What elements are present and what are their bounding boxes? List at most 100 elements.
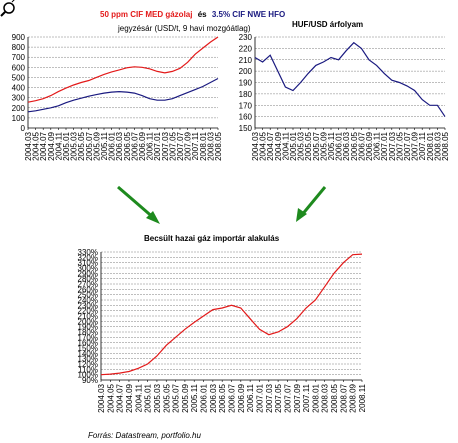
y-tick-label: 190%	[78, 323, 98, 332]
chart-huf-usd: 1501601701801902002102202302004.032004.0…	[239, 33, 450, 161]
x-tick-label: 2007.01	[380, 131, 389, 160]
x-tick-label: 2006.07	[357, 131, 366, 160]
x-tick-label: 2005.11	[190, 383, 199, 412]
series-line-1	[27, 77, 219, 113]
x-tick-label: 2004.05	[106, 383, 115, 412]
chart1-title-blue: 3.5% CIF NWE HFO	[212, 10, 285, 19]
x-tick-label: 2008.05	[330, 383, 339, 412]
y-tick-label: 0	[21, 124, 26, 133]
x-tick-label: 2007.11	[418, 131, 427, 160]
x-tick-label: 2005.07	[172, 383, 181, 412]
y-tick-label: 260%	[78, 285, 98, 294]
y-tick-label: 140%	[78, 349, 98, 358]
x-tick-label: 2005.05	[304, 131, 313, 160]
x-tick-label: 2008.03	[433, 131, 442, 160]
x-tick-label: 2005.09	[92, 131, 101, 160]
x-tick-label: 2005.03	[153, 383, 162, 412]
y-tick-label: 170%	[78, 333, 98, 342]
y-tick-label: 270%	[78, 280, 98, 289]
y-tick-label: 220%	[78, 307, 98, 316]
x-tick-label: 2005.01	[289, 131, 298, 160]
x-tick-label: 2006.09	[138, 131, 147, 160]
chart1-title-red: 50 ppm CIF MED gázolaj	[100, 10, 192, 19]
y-tick-label: 170	[239, 101, 253, 110]
y-tick-label: 130%	[78, 355, 98, 364]
x-tick-label: 2007.09	[411, 131, 420, 160]
x-tick-label: 2007.07	[176, 131, 185, 160]
y-tick-label: 210	[239, 56, 253, 65]
x-tick-label: 2004.09	[274, 131, 283, 160]
y-tick-label: 180	[239, 90, 253, 99]
chart1-title: 50 ppm CIF MED gázolaj és 3.5% CIF NWE H…	[100, 10, 285, 19]
x-tick-label: 2005.09	[319, 131, 328, 160]
x-tick-label: 2004.07	[116, 383, 125, 412]
y-tick-label: 250%	[78, 291, 98, 300]
x-tick-label: 2008.01	[311, 383, 320, 412]
x-tick-label: 2005.03	[297, 131, 306, 160]
x-tick-label: 2004.07	[39, 131, 48, 160]
x-tick-label: 2008.01	[199, 131, 208, 160]
x-tick-label: 2006.03	[209, 383, 218, 412]
y-tick-label: 160%	[78, 339, 98, 348]
x-tick-label: 2006.11	[246, 383, 255, 412]
x-tick-label: 2007.07	[403, 131, 412, 160]
x-tick-label: 2004.09	[47, 131, 56, 160]
x-tick-label: 2006.05	[218, 383, 227, 412]
x-tick-label: 2007.09	[293, 383, 302, 412]
chart1-subtitle: jegyzésár (USD/t, 9 havi mozgóátlag)	[117, 24, 251, 33]
series-line-0	[100, 253, 363, 376]
x-tick-label: 2007.01	[153, 131, 162, 160]
x-tick-label: 2007.03	[161, 131, 170, 160]
x-tick-label: 2005.05	[162, 383, 171, 412]
x-tick-label: 2008.03	[321, 383, 330, 412]
x-tick-label: 2005.07	[312, 131, 321, 160]
x-tick-label: 2006.05	[123, 131, 132, 160]
y-tick-label: 120%	[78, 360, 98, 369]
y-tick-label: 280%	[78, 275, 98, 284]
y-tick-label: 200	[12, 104, 26, 113]
chart3-title: Becsült hazai gáz importár alakulás	[144, 234, 280, 243]
arrow-left	[117, 185, 160, 224]
x-tick-label: 2004.05	[32, 131, 41, 160]
y-tick-label: 290%	[78, 269, 98, 278]
x-tick-label: 2005.11	[327, 131, 336, 160]
y-tick-label: 180%	[78, 328, 98, 337]
y-tick-label: 320%	[78, 253, 98, 262]
x-tick-label: 2005.07	[85, 131, 94, 160]
y-tick-label: 150%	[78, 344, 98, 353]
y-tick-label: 330%	[78, 248, 98, 257]
x-tick-label: 2008.05	[214, 131, 223, 160]
x-tick-label: 2006.01	[335, 131, 344, 160]
y-tick-label: 230%	[78, 301, 98, 310]
y-tick-label: 700	[12, 53, 26, 62]
x-tick-label: 2007.05	[274, 383, 283, 412]
y-tick-label: 220	[239, 44, 253, 53]
x-tick-label: 2005.03	[70, 131, 79, 160]
y-tick-label: 240%	[78, 296, 98, 305]
x-tick-label: 2005.01	[144, 383, 153, 412]
x-tick-label: 2006.09	[365, 131, 374, 160]
y-tick-label: 100	[12, 114, 26, 123]
x-tick-label: 2006.07	[228, 383, 237, 412]
x-tick-label: 2005.01	[62, 131, 71, 160]
y-tick-label: 160	[239, 113, 253, 122]
y-tick-label: 230	[239, 33, 253, 42]
x-tick-label: 2004.05	[259, 131, 268, 160]
y-tick-label: 400	[12, 84, 26, 93]
y-tick-label: 900	[12, 33, 26, 42]
x-tick-label: 2006.07	[130, 131, 139, 160]
y-tick-label: 800	[12, 43, 26, 52]
y-tick-label: 200%	[78, 317, 98, 326]
y-tick-label: 190	[239, 79, 253, 88]
series-line-0	[254, 41, 446, 117]
x-tick-label: 2007.11	[191, 131, 200, 160]
x-tick-label: 2008.03	[206, 131, 215, 160]
x-tick-label: 2007.09	[184, 131, 193, 160]
x-tick-label: 2006.01	[108, 131, 117, 160]
x-tick-label: 2007.05	[395, 131, 404, 160]
chart1-title-mid: és	[198, 10, 207, 19]
x-tick-label: 2007.01	[255, 383, 264, 412]
y-tick-label: 150	[239, 124, 253, 133]
x-tick-label: 2005.05	[77, 131, 86, 160]
